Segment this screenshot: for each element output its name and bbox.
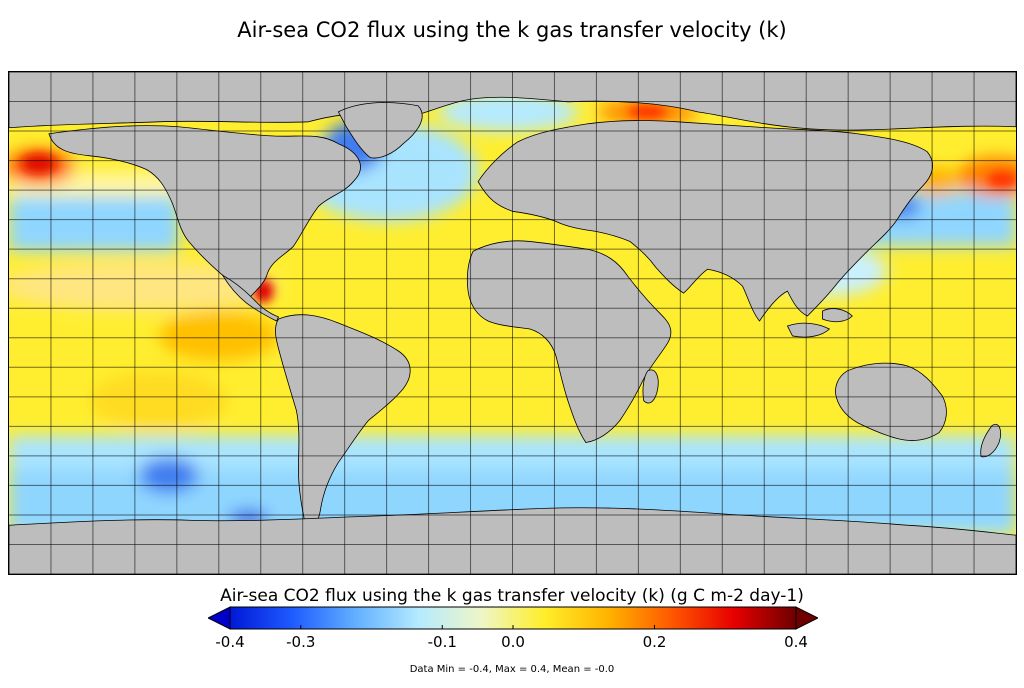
- colorbar-tick-label: -0.3: [286, 633, 316, 651]
- colorbar-tick-label: 0.0: [501, 633, 525, 651]
- colorbar-tick-label: -0.1: [427, 633, 457, 651]
- map-title: Air-sea CO2 flux using the k gas transfe…: [237, 18, 787, 42]
- lat-lon-grid: [9, 72, 1016, 574]
- colorbar-tick-label: 0.2: [642, 633, 667, 651]
- colorbar-over-arrow: [795, 606, 818, 630]
- colorbar-tick-label: -0.4: [215, 633, 245, 651]
- colorbar-tick-label: 0.4: [784, 633, 808, 651]
- colorbar-under-arrow: [208, 606, 231, 630]
- flux-map: [8, 71, 1017, 575]
- colorbar-title: Air-sea CO2 flux using the k gas transfe…: [220, 586, 804, 606]
- data-stats: Data Min = -0.4, Max = 0.4, Mean = -0.0: [409, 664, 615, 675]
- colorbar: [208, 606, 818, 630]
